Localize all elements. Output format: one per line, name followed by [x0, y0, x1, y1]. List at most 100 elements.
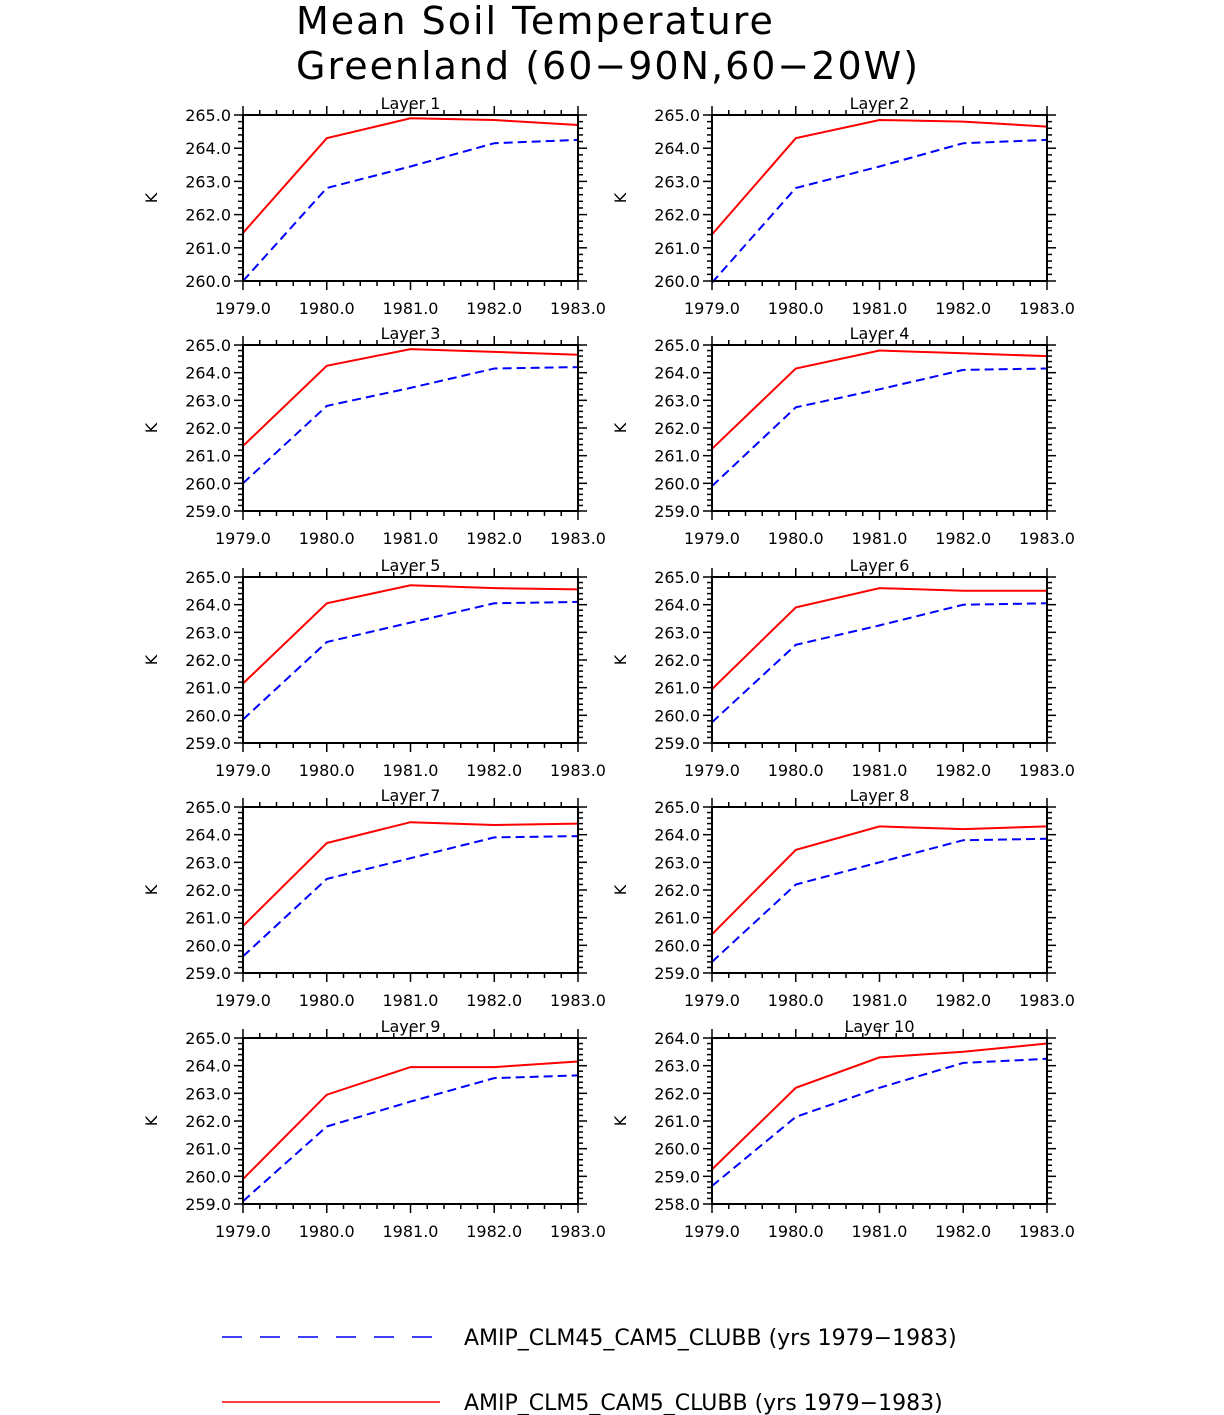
y-tick-label: 265.0	[654, 106, 700, 125]
y-tick-label: 262.0	[185, 651, 231, 670]
x-tick-label: 1980.0	[299, 1222, 355, 1241]
x-tick-label: 1979.0	[684, 529, 740, 548]
series-line-clm5	[242, 821, 579, 927]
plot-frame	[242, 1037, 579, 1205]
x-tick-label: 1981.0	[852, 991, 908, 1010]
panel-layer-2: Layer 2 K 260.0 261.0 262.0 263.0 264.0 265.0 19…	[611, 94, 1075, 318]
x-tick-label: 1979.0	[684, 761, 740, 780]
y-tick-label: 262.0	[185, 206, 231, 225]
y-tick-label: 264.0	[654, 364, 700, 383]
plot-frame	[242, 806, 579, 974]
series-line-clm45	[711, 367, 1048, 487]
y-tick-label: 261.0	[185, 1140, 231, 1159]
x-tick-label: 1979.0	[684, 1222, 740, 1241]
y-tick-label: 262.0	[654, 419, 700, 438]
plot-frame	[242, 344, 579, 512]
x-tick-label: 1980.0	[768, 1222, 824, 1241]
y-tick-label: 260.0	[654, 272, 700, 291]
panel-layer-9: Layer 9 K 259.0 260.0 261.0 262.0 263.0 264.0 26…	[142, 1017, 606, 1241]
x-tick-label: 1979.0	[215, 761, 271, 780]
series-line-clm5	[711, 587, 1047, 690]
x-tick-label: 1983.0	[1019, 529, 1075, 548]
panel-title: Layer 7	[381, 786, 441, 805]
plot-frame	[242, 576, 579, 744]
y-axis-label: K	[611, 422, 630, 433]
panel-layer-5: Layer 5 K 259.0 260.0 261.0 262.0 263.0 264.0 26…	[142, 556, 606, 780]
y-tick-label: 260.0	[185, 936, 231, 955]
y-tick-label: 265.0	[185, 336, 231, 355]
series-line-clm5	[242, 584, 579, 685]
x-tick-label: 1982.0	[935, 991, 991, 1010]
series-line-clm5	[711, 118, 1048, 236]
y-tick-label: 265.0	[185, 1029, 231, 1048]
y-tick-label: 263.0	[654, 391, 700, 410]
y-tick-label: 260.0	[654, 936, 700, 955]
panel-layer-7: Layer 7 K 259.0 260.0 261.0 262.0 263.0 264.0 26…	[142, 786, 606, 1010]
panel-grid: Layer 1 K 260.0 261.0 262.0 263.0 264.0 265.0 19…	[142, 94, 1075, 1241]
plot-frame	[242, 114, 579, 282]
plot-frame	[711, 806, 1048, 974]
x-tick-label: 1980.0	[299, 991, 355, 1010]
y-tick-label: 264.0	[185, 826, 231, 845]
panel-layer-10: Layer 10 K 258.0 259.0 260.0 261.0 262.0 263.0 2…	[611, 1017, 1075, 1241]
x-tick-label: 1983.0	[550, 761, 606, 780]
y-tick-label: 260.0	[654, 706, 700, 725]
x-tick-label: 1983.0	[1019, 1222, 1075, 1241]
series-line-clm45	[711, 837, 1048, 963]
figure-title-line2: Greenland (60−90N,60−20W)	[296, 44, 920, 88]
y-tick-label: 264.0	[185, 1057, 231, 1076]
x-tick-label: 1982.0	[935, 1222, 991, 1241]
y-tick-label: 265.0	[654, 798, 700, 817]
y-tick-label: 259.0	[654, 1167, 700, 1186]
y-tick-label: 261.0	[654, 909, 700, 928]
y-tick-label: 260.0	[654, 474, 700, 493]
series-line-clm45	[242, 1074, 579, 1202]
y-tick-label: 262.0	[185, 419, 231, 438]
x-tick-label: 1981.0	[383, 761, 439, 780]
y-tick-label: 262.0	[654, 651, 700, 670]
x-tick-label: 1982.0	[466, 991, 522, 1010]
series-line-clm5	[242, 1060, 579, 1180]
x-tick-label: 1980.0	[768, 299, 824, 318]
legend: AMIP_CLM45_CAM5_CLUBB (yrs 1979−1983) AMI…	[222, 1326, 957, 1415]
x-tick-label: 1983.0	[1019, 299, 1075, 318]
y-tick-label: 264.0	[185, 596, 231, 615]
y-tick-label: 260.0	[185, 1167, 231, 1186]
y-axis-label: K	[611, 192, 630, 203]
x-tick-label: 1979.0	[684, 991, 740, 1010]
x-tick-label: 1983.0	[1019, 991, 1075, 1010]
y-axis-label: K	[142, 884, 161, 895]
y-tick-label: 261.0	[654, 679, 700, 698]
y-tick-label: 265.0	[185, 798, 231, 817]
x-tick-label: 1982.0	[935, 299, 991, 318]
x-tick-label: 1979.0	[684, 299, 740, 318]
x-tick-label: 1980.0	[299, 761, 355, 780]
x-tick-label: 1981.0	[852, 299, 908, 318]
y-tick-label: 262.0	[654, 881, 700, 900]
x-tick-label: 1982.0	[466, 299, 522, 318]
y-tick-label: 264.0	[185, 139, 231, 158]
x-tick-label: 1981.0	[852, 761, 908, 780]
y-tick-label: 259.0	[185, 964, 231, 983]
series-line-clm45	[242, 835, 579, 958]
y-tick-label: 262.0	[185, 881, 231, 900]
figure-title-line1: Mean Soil Temperature	[296, 0, 775, 43]
y-tick-label: 261.0	[654, 447, 700, 466]
panel-title: Layer 8	[850, 786, 910, 805]
x-tick-label: 1983.0	[1019, 761, 1075, 780]
y-tick-label: 265.0	[654, 336, 700, 355]
x-tick-label: 1980.0	[768, 991, 824, 1010]
panel-title: Layer 2	[850, 94, 910, 113]
legend-label: AMIP_CLM5_CAM5_CLUBB (yrs 1979−1983)	[464, 1391, 943, 1415]
y-axis-label: K	[611, 1115, 630, 1126]
series-line-clm5	[242, 348, 579, 447]
y-tick-label: 265.0	[654, 568, 700, 587]
panel-title: Layer 5	[381, 556, 441, 575]
y-axis-label: K	[611, 654, 630, 665]
y-tick-label: 263.0	[185, 1084, 231, 1103]
y-tick-label: 263.0	[654, 853, 700, 872]
x-tick-label: 1981.0	[383, 991, 439, 1010]
x-tick-label: 1980.0	[768, 529, 824, 548]
y-tick-label: 265.0	[185, 106, 231, 125]
x-tick-label: 1983.0	[550, 991, 606, 1010]
